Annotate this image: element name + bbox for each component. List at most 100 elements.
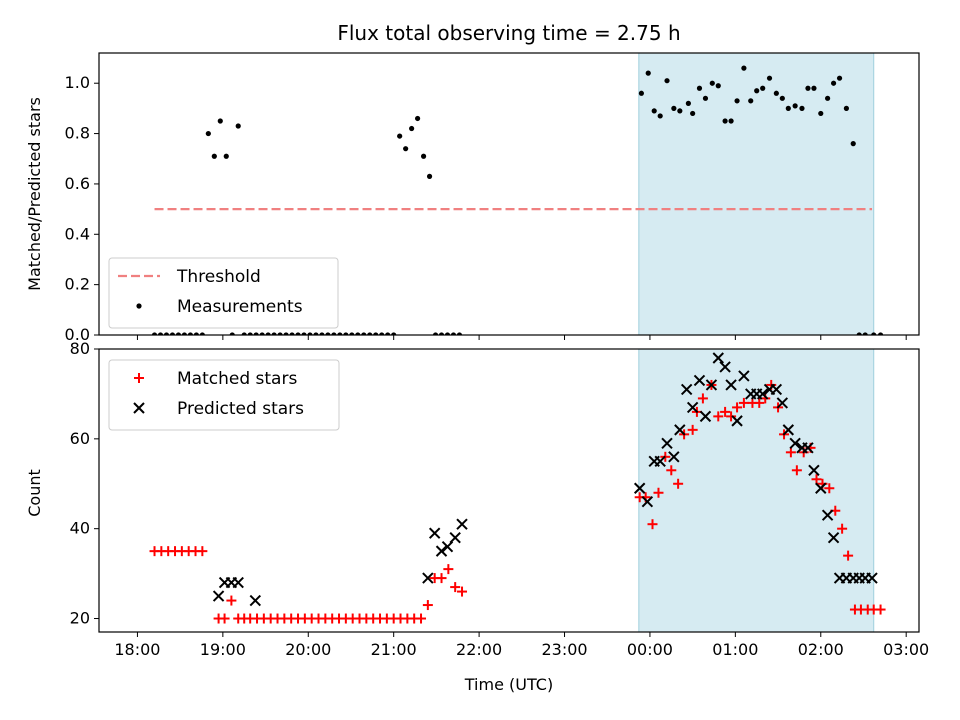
bottom-panel: 20 40 60 80 18:00 19:00 20:00 21:00 22:00 23:00 00…: [70, 339, 930, 659]
data-point: [444, 332, 451, 335]
data-point: [436, 573, 447, 584]
data-point: [690, 110, 696, 117]
data-point: [277, 332, 283, 335]
data-point: [181, 332, 188, 335]
data-point: [657, 113, 663, 119]
x-tick-label: 21:00: [371, 640, 417, 659]
y-tick-label: 1.0: [65, 73, 90, 92]
data-point: [265, 332, 271, 335]
data-point: [862, 332, 868, 335]
data-point: [449, 531, 461, 544]
data-point: [722, 118, 728, 124]
observing-window-span: [638, 52, 875, 336]
x-tick-label: 00:00: [627, 640, 673, 659]
data-point: [715, 83, 721, 89]
data-point: [229, 332, 235, 335]
data-point: [432, 332, 439, 335]
data-point: [728, 118, 734, 124]
data-point: [241, 332, 247, 335]
x-tick-label: 03:00: [883, 640, 929, 659]
legend-x-marker: [133, 402, 145, 414]
data-point: [661, 437, 673, 450]
data-point: [217, 118, 223, 124]
data-point: [726, 411, 737, 422]
data-point: [456, 518, 468, 530]
x-tick-label: 19:00: [200, 640, 246, 659]
legend-dot-marker: [136, 303, 142, 309]
data-point: [223, 153, 229, 159]
data-point: [283, 332, 289, 335]
data-point: [415, 115, 421, 122]
x-tick-label: 22:00: [456, 640, 502, 659]
data-point: [871, 332, 877, 335]
bottom-y-axis-label: Count: [25, 469, 44, 517]
data-point: [416, 613, 427, 624]
data-point: [301, 332, 307, 335]
data-point: [779, 95, 785, 101]
data-point: [719, 361, 731, 373]
x-tick-label: 01:00: [712, 640, 758, 659]
data-point: [361, 332, 367, 335]
y-tick-label: 60: [70, 429, 90, 448]
data-point: [373, 332, 379, 335]
data-point: [734, 98, 740, 104]
y-tick-label: 20: [70, 609, 90, 628]
data-point: [169, 332, 176, 335]
data-point: [175, 332, 182, 335]
data-point: [443, 564, 454, 575]
data-point: [754, 397, 765, 408]
data-point: [808, 464, 820, 476]
data-point: [331, 332, 337, 335]
data-point: [877, 332, 884, 335]
data-point: [732, 402, 743, 413]
data-point: [766, 75, 773, 81]
data-point: [409, 125, 415, 132]
data-point: [367, 332, 373, 335]
data-point: [666, 465, 677, 476]
y-tick-label: 0.8: [65, 124, 90, 143]
data-point: [811, 85, 817, 91]
data-point: [802, 442, 814, 454]
data-point: [313, 332, 319, 335]
data-point: [875, 604, 886, 615]
data-point: [687, 424, 698, 435]
data-point: [699, 410, 712, 423]
data-point: [219, 613, 230, 624]
data-point: [211, 153, 217, 159]
data-point: [457, 586, 468, 597]
legend-label: Measurements: [177, 297, 303, 317]
data-point: [651, 108, 657, 114]
data-point: [712, 352, 724, 364]
legend-label: Predicted stars: [177, 399, 304, 419]
data-point: [671, 105, 677, 111]
data-point: [756, 388, 769, 400]
data-point: [199, 332, 205, 335]
data-point: [850, 141, 856, 147]
data-point: [295, 332, 301, 335]
data-point: [709, 80, 715, 86]
data-point: [187, 332, 193, 335]
y-tick-label: 0.6: [65, 174, 90, 193]
data-point: [420, 153, 427, 159]
data-point: [791, 465, 802, 476]
data-point: [647, 519, 658, 530]
data-point: [705, 379, 718, 391]
x-tick-label: 02:00: [798, 640, 844, 659]
data-point: [843, 105, 849, 111]
data-point: [760, 85, 766, 91]
data-point: [343, 332, 349, 335]
data-point: [754, 88, 760, 94]
data-point: [773, 90, 779, 96]
data-point: [355, 332, 361, 335]
y-tick-label: 40: [70, 519, 90, 538]
plot-area: [151, 65, 884, 335]
data-point: [731, 415, 743, 427]
data-point: [815, 482, 827, 494]
data-point: [397, 133, 403, 139]
y-tick-label: 0.4: [65, 224, 90, 243]
data-point: [677, 108, 683, 114]
data-point: [856, 332, 862, 335]
series-measurements: [151, 65, 884, 335]
data-point: [441, 540, 454, 553]
legend-label: Threshold: [176, 267, 261, 287]
